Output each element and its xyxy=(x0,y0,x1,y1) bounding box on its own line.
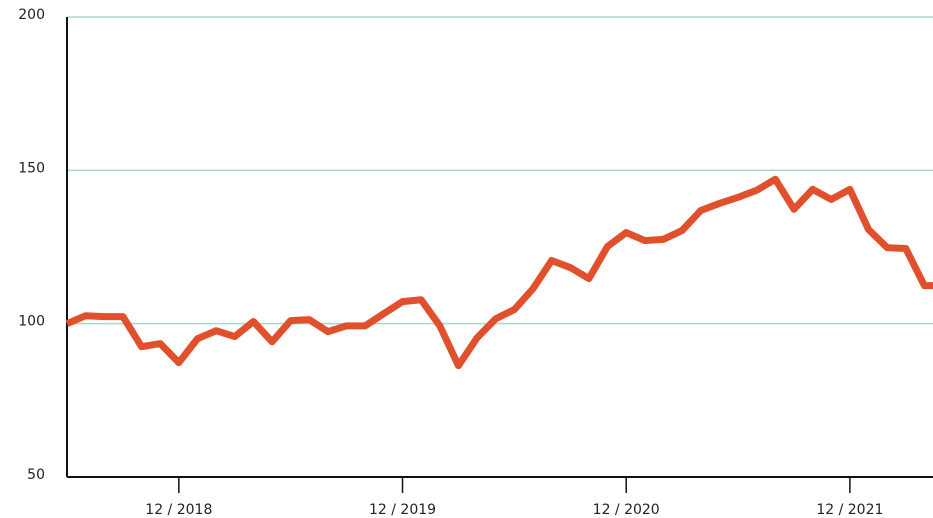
line-series xyxy=(65,175,933,370)
x-tick-label: 12 / 2020 xyxy=(593,502,660,518)
y-tick-label: 50 xyxy=(27,467,45,483)
y-tick-label: 200 xyxy=(18,7,45,23)
x-tick-label: 12 / 2018 xyxy=(145,502,212,518)
y-tick-label: 150 xyxy=(18,160,45,176)
x-tick-label: 12 / 2021 xyxy=(816,502,883,518)
y-tick-label: 100 xyxy=(18,314,45,330)
x-tick-label: 12 / 2019 xyxy=(369,502,436,518)
